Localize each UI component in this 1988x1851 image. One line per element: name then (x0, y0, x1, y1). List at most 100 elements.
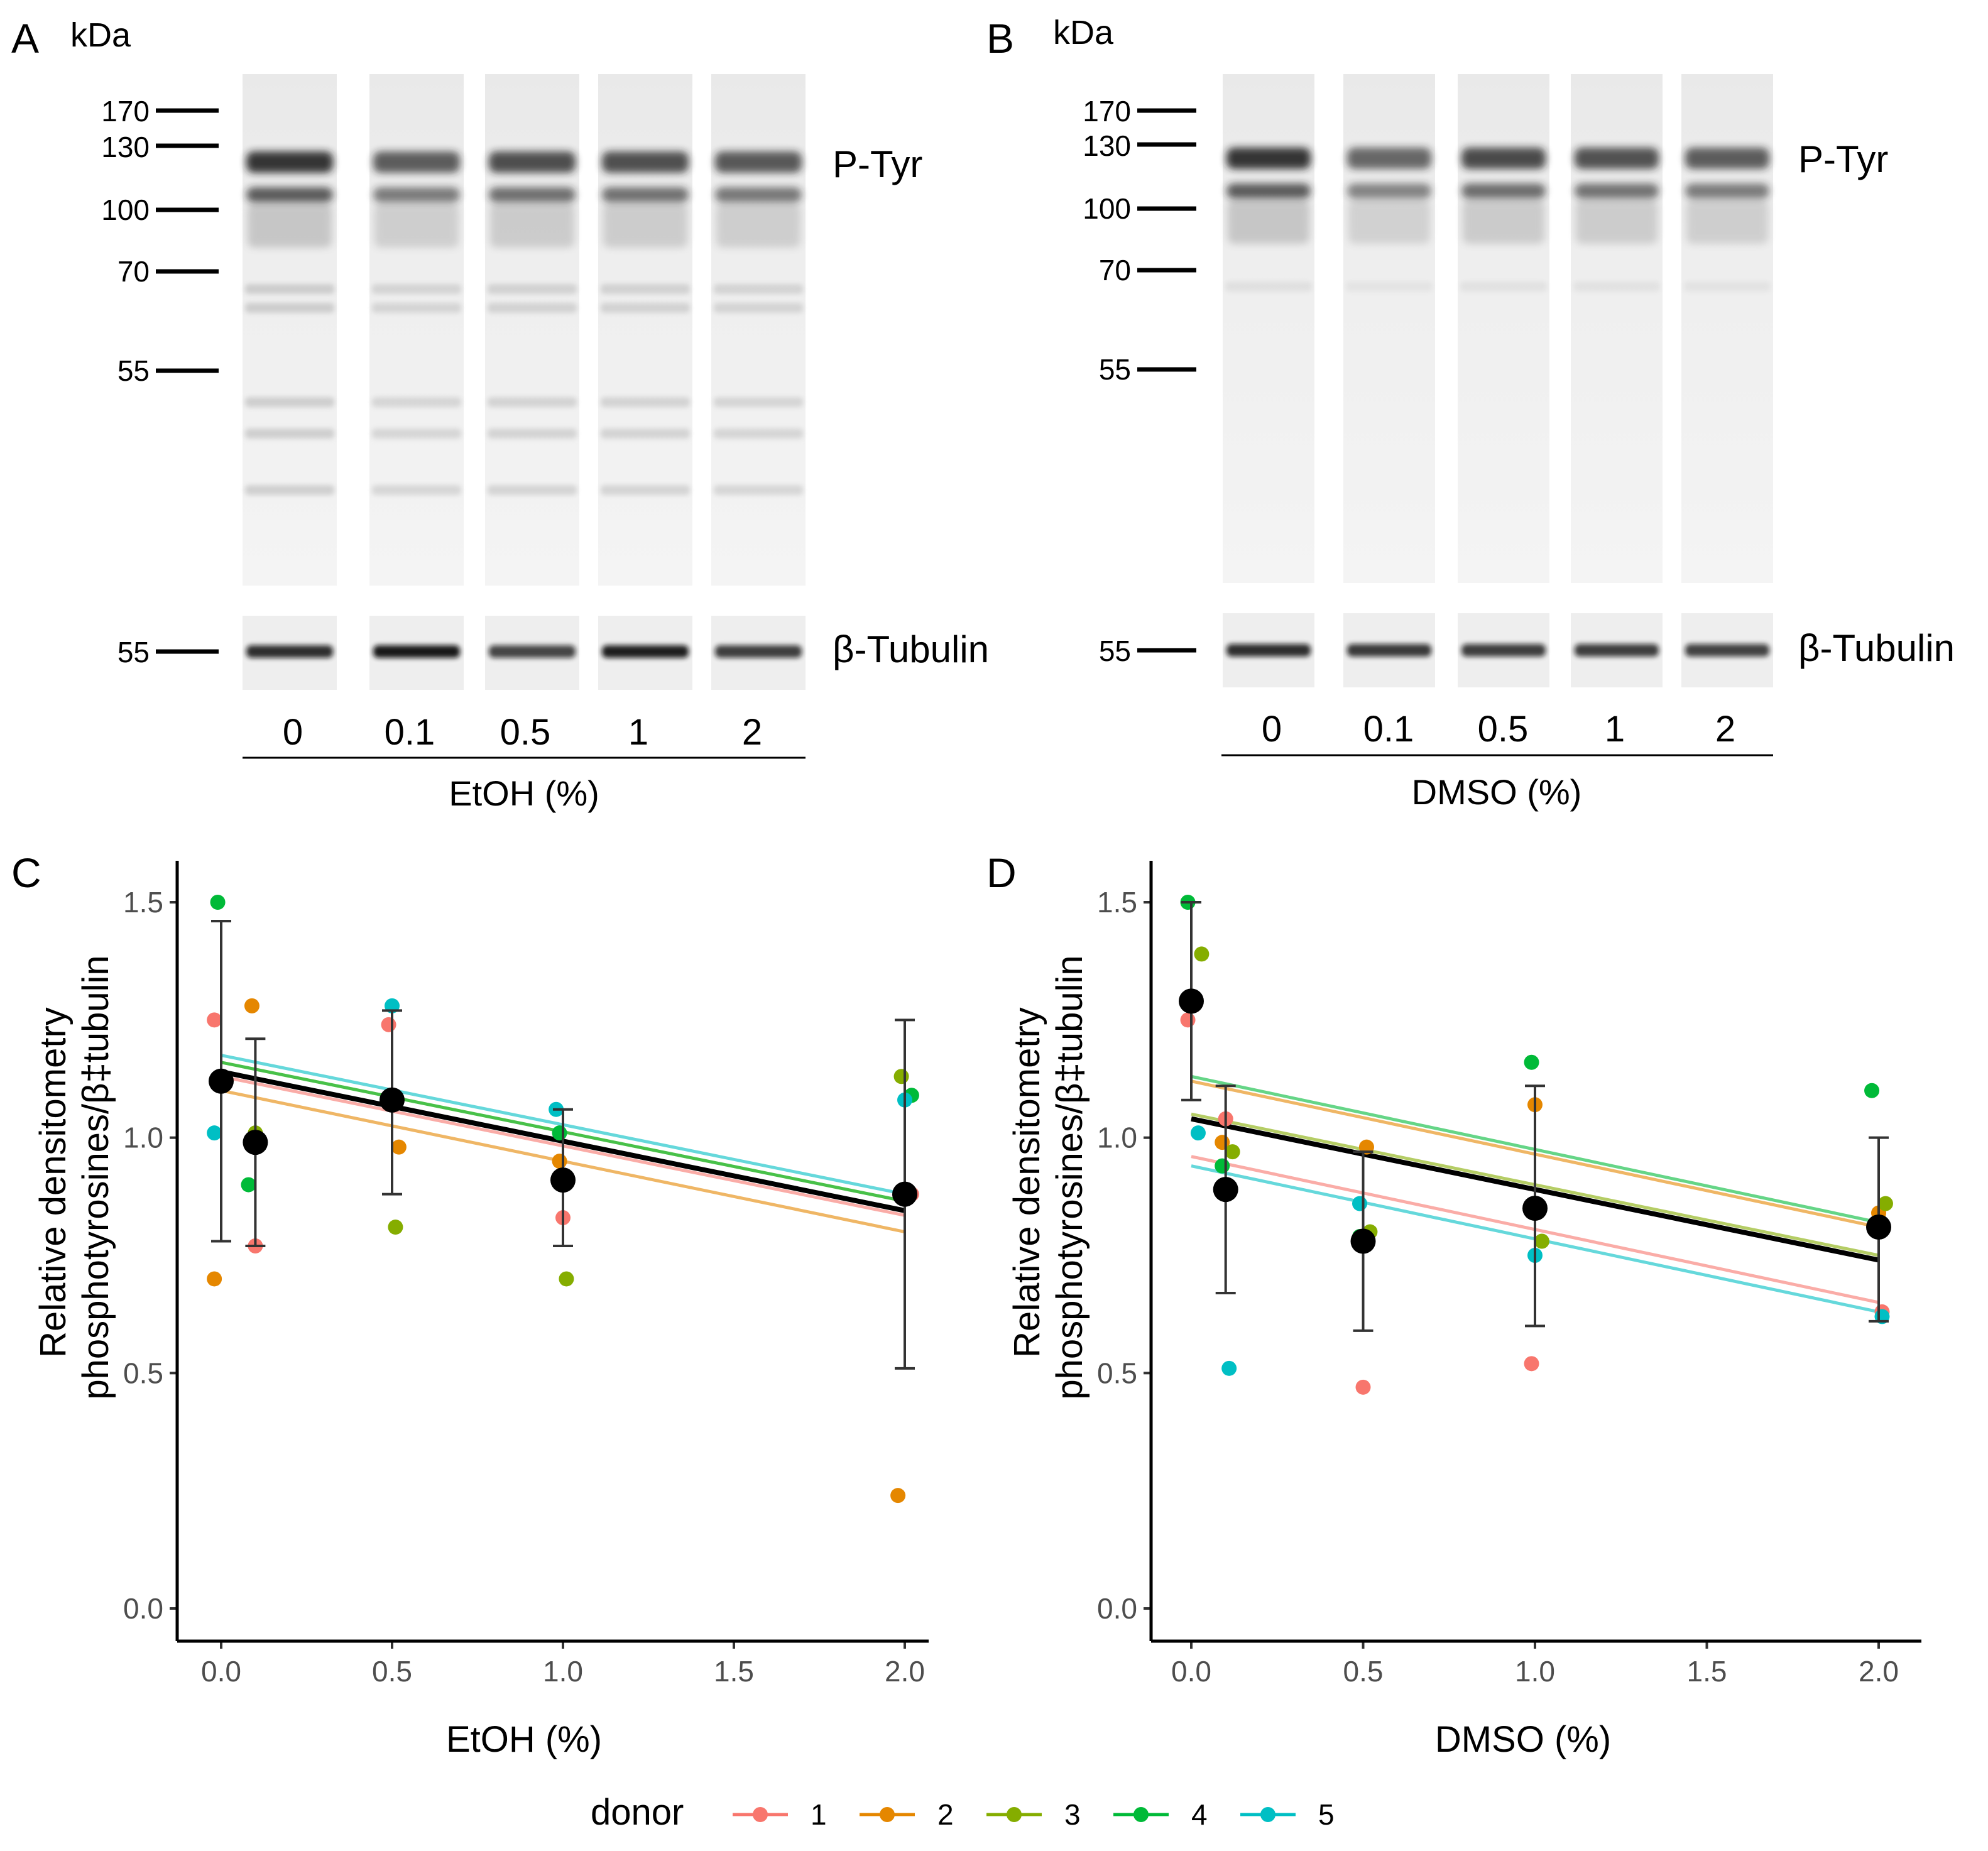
blot-lane (369, 74, 464, 690)
data-point-donor-2 (890, 1488, 906, 1504)
beta-tubulin-label: β-Tubulin (1798, 627, 1955, 669)
mean-point (1213, 1177, 1238, 1203)
data-point-donor-3 (1534, 1233, 1549, 1249)
x-tick-label: 0.0 (201, 1655, 241, 1688)
ptyr-minor-band (488, 303, 577, 313)
blot-lane (1681, 74, 1773, 687)
mw-marker-label: 70 (117, 255, 150, 288)
tubulin-band (1575, 644, 1659, 657)
x-tick-label: 1.0 (1515, 1655, 1555, 1688)
ptyr-minor-band (372, 397, 461, 407)
ptyr-minor-band (714, 284, 803, 294)
legend-marker (1133, 1807, 1149, 1822)
ptyr-minor-band (488, 485, 577, 495)
axes (1149, 861, 1921, 1643)
lane-label: 1 (1605, 709, 1625, 750)
ptyr-band (602, 187, 689, 202)
ptyr-band (1461, 148, 1546, 169)
ptyr-band (715, 187, 802, 202)
ptyr-minor-band (488, 429, 577, 439)
ptyr-band (1685, 148, 1769, 169)
legend-item-donor-2: 2 (860, 1798, 954, 1831)
x-tick-label: 0.5 (372, 1655, 412, 1688)
legend-label: 2 (937, 1798, 954, 1831)
mw-marker-label: 130 (101, 131, 150, 163)
data-point-donor-3 (388, 1220, 403, 1235)
ptyr-minor-band (1225, 281, 1312, 292)
ptyr-minor-band (714, 485, 803, 495)
ptyr-smear (490, 204, 574, 248)
blot-lane (1343, 74, 1435, 687)
ptyr-minor-band (601, 303, 690, 313)
data-point-donor-4 (1215, 1158, 1230, 1174)
ptyr-minor-band (488, 284, 577, 294)
ptyr-minor-band (1346, 281, 1433, 292)
legend-item-donor-4: 4 (1113, 1798, 1208, 1831)
ptyr-minor-band (714, 303, 803, 313)
ptyr-minor-band (372, 303, 461, 313)
data-point-donor-3 (1877, 1196, 1893, 1211)
blot-lane (598, 74, 692, 690)
ptyr-band (1347, 148, 1431, 169)
ptyr-band (1685, 183, 1769, 199)
y-tick-label: 1.5 (123, 886, 163, 919)
x-tick-label: 2.0 (1859, 1655, 1899, 1688)
p-tyr-label: P-Tyr (1798, 138, 1888, 180)
ptyr-minor-band (1460, 281, 1547, 292)
kda-label: kDa (70, 16, 131, 54)
mw-marker-label: 55 (117, 354, 150, 387)
data-point-donor-5 (207, 1125, 222, 1141)
axis-ticks: 0.0 0.5 1.0 1.5 0.0 0.5 1.0 1.5 2.0 (1097, 886, 1899, 1688)
blot-lane (1571, 74, 1663, 687)
mean-point (380, 1087, 405, 1113)
tubulin-marker-label: 55 (1099, 635, 1131, 667)
mw-marker-label: 100 (101, 194, 150, 226)
legend-title: donor (591, 1792, 684, 1833)
axis-ticks: 0.0 0.5 1.0 1.5 0.0 0.5 1.0 1.5 2.0 (123, 886, 925, 1688)
ptyr-minor-band (601, 284, 690, 294)
data-point-donor-1 (381, 1017, 396, 1032)
tubulin-band (1685, 644, 1769, 657)
ptyr-minor-band (245, 303, 334, 313)
mean-point (209, 1068, 234, 1094)
ptyr-band (246, 151, 333, 173)
mean-points (1179, 901, 1891, 1332)
tubulin-band (1461, 644, 1546, 657)
ptyr-minor-band (601, 429, 690, 439)
data-point-donor-5 (1190, 1125, 1206, 1141)
legend-item-donor-3: 3 (986, 1798, 1081, 1831)
data-point-donor-3 (1225, 1144, 1240, 1160)
tubulin-band (489, 645, 576, 658)
lane-label: 0 (283, 712, 303, 753)
ptyr-minor-band (601, 485, 690, 495)
data-point-donor-4 (1524, 1054, 1539, 1070)
ptyr-band (489, 187, 576, 202)
data-point-donor-3 (559, 1271, 574, 1287)
ptyr-smear (1463, 200, 1544, 244)
ptyr-minor-band (245, 397, 334, 407)
mean-point (1350, 1228, 1376, 1254)
condition-label: DMSO (%) (1412, 772, 1582, 812)
data-point-donor-1 (1180, 1012, 1196, 1028)
data-point-donor-2 (207, 1271, 222, 1287)
y-tick-label: 0.0 (123, 1592, 163, 1625)
lane-label: 0 (1262, 709, 1282, 750)
mean-point (550, 1167, 576, 1193)
blot-lane (1223, 74, 1314, 687)
lane-label: 0.1 (385, 712, 435, 753)
blot-lane (1458, 74, 1549, 687)
tubulin-band (602, 645, 689, 658)
lane-labels: 0 0.1 0.5 1 2 (283, 712, 762, 753)
data-point-donor-2 (391, 1139, 407, 1155)
tubulin-band (246, 645, 333, 658)
ptyr-minor-band (245, 284, 334, 294)
panel-label-b: B (986, 15, 1014, 62)
legend: donor 1 2 3 4 5 (591, 1792, 1335, 1833)
ptyr-band (1347, 183, 1431, 199)
mw-marker-label: 70 (1099, 254, 1131, 287)
ptyr-smear (248, 204, 332, 248)
legend-marker (1260, 1807, 1275, 1822)
axes (175, 861, 929, 1643)
kda-label: kDa (1053, 14, 1114, 52)
